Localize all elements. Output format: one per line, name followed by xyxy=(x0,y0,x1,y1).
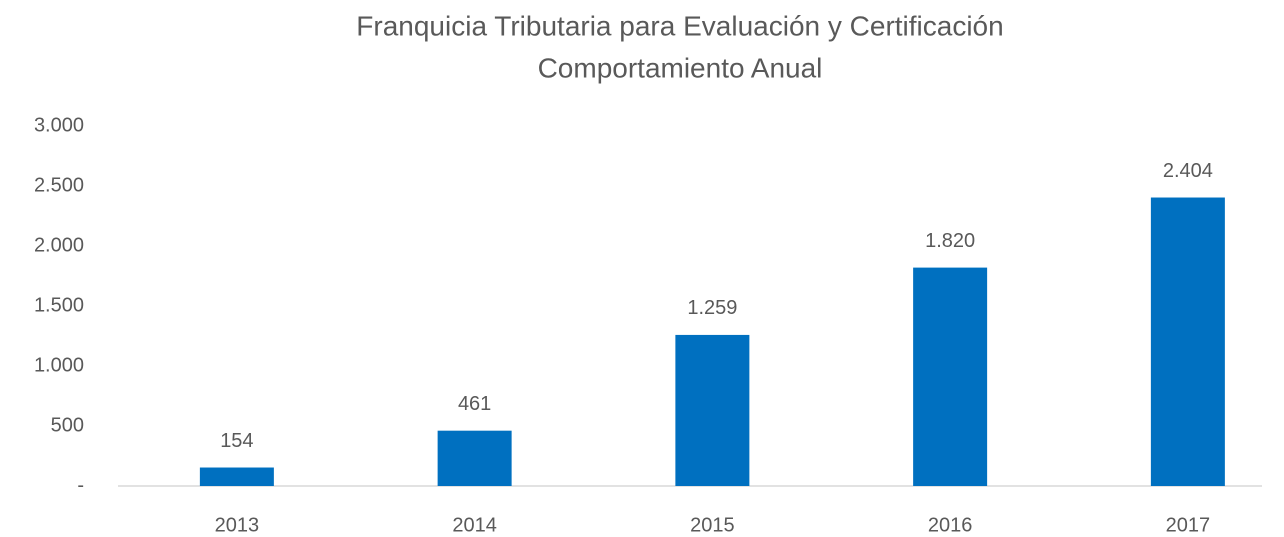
data-label: 461 xyxy=(458,393,491,415)
x-tick-label: 2015 xyxy=(690,514,735,536)
x-tick-label: 2013 xyxy=(215,514,260,536)
data-label: 154 xyxy=(220,430,253,452)
bar xyxy=(199,467,274,486)
chart-title: Franquicia Tributaria para Evaluación y … xyxy=(356,10,1003,41)
bar xyxy=(437,430,512,486)
y-tick-label: 2.000 xyxy=(34,234,84,256)
y-tick-label: 500 xyxy=(51,414,84,436)
bar xyxy=(913,267,988,486)
y-tick-label: 1.000 xyxy=(34,354,84,376)
y-tick-label: 3.000 xyxy=(34,114,84,136)
x-tick-label: 2017 xyxy=(1166,514,1211,536)
data-label: 2.404 xyxy=(1163,160,1213,182)
y-tick-label: - xyxy=(77,474,84,496)
x-tick-label: 2016 xyxy=(928,514,973,536)
bar xyxy=(1150,197,1225,486)
data-label: 1.820 xyxy=(925,230,975,252)
data-label: 1.259 xyxy=(687,297,737,319)
chart-subtitle: Comportamiento Anual xyxy=(538,52,823,83)
y-tick-label: 2.500 xyxy=(34,174,84,196)
x-tick-label: 2014 xyxy=(452,514,497,536)
y-tick-label: 1.500 xyxy=(34,294,84,316)
bar xyxy=(675,334,750,486)
